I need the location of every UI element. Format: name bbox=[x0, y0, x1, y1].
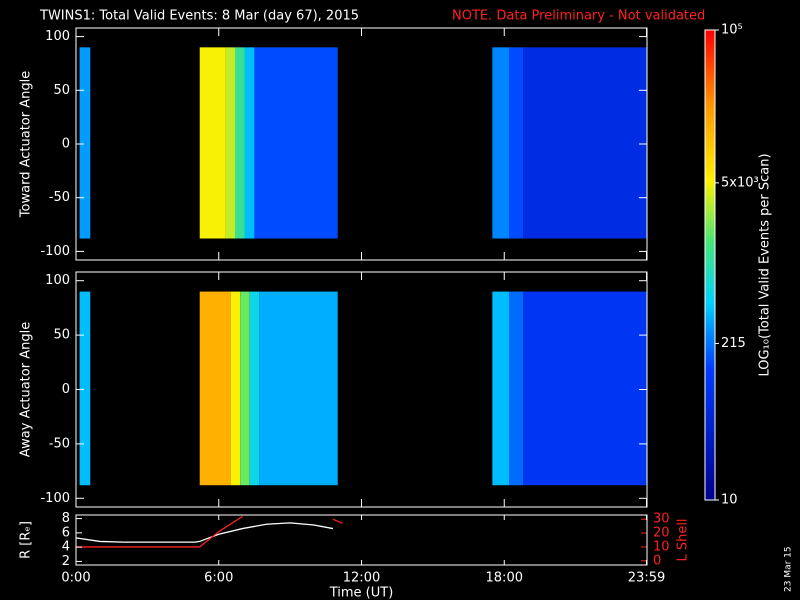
y-tick-label: 0 bbox=[62, 382, 70, 397]
spectrogram-strip bbox=[492, 47, 510, 239]
colorbar-tick-label: 10 bbox=[721, 493, 738, 508]
x-axis-title: Time (UT) bbox=[329, 586, 394, 600]
spectrogram-strip bbox=[492, 291, 510, 486]
spectrogram-strip bbox=[259, 291, 338, 486]
spectrogram-strip bbox=[199, 47, 226, 239]
chart-title: TWINS1: Total Valid Events: 8 Mar (day 6… bbox=[39, 9, 359, 24]
y-tick-label: -50 bbox=[49, 436, 70, 451]
spectrogram-strip bbox=[235, 47, 245, 239]
spectrogram-strip bbox=[79, 47, 91, 239]
x-tick-label: 12:00 bbox=[343, 571, 380, 586]
footer-date: 23 Mar 15 bbox=[784, 546, 794, 592]
y-tick-label: 6 bbox=[62, 525, 70, 540]
x-tick-label: 6:00 bbox=[204, 571, 233, 586]
spectrogram-strip bbox=[509, 47, 524, 239]
y-axis-title: Toward Actuator Angle bbox=[19, 71, 34, 218]
colorbar bbox=[704, 29, 716, 501]
y-tick-label: 8 bbox=[62, 511, 70, 526]
y2-tick-label: 20 bbox=[653, 526, 670, 541]
series-line bbox=[76, 515, 343, 548]
spectrogram-strip bbox=[240, 291, 250, 486]
note: NOTE. Data Preliminary - Not validated bbox=[452, 9, 705, 24]
spectrogram-strip bbox=[509, 291, 524, 486]
y-tick-label: -100 bbox=[40, 491, 70, 506]
spectrogram-strip bbox=[249, 291, 260, 486]
y-tick-label: 4 bbox=[62, 540, 70, 555]
spectrogram-strip bbox=[254, 47, 338, 239]
x-tick-label: 0:00 bbox=[61, 571, 90, 586]
spectrogram-strip bbox=[230, 291, 241, 486]
spectrogram-strip bbox=[244, 47, 255, 239]
y-tick-label: -100 bbox=[40, 244, 70, 259]
y2-tick-label: 0 bbox=[653, 553, 661, 568]
y-tick-label: 0 bbox=[62, 137, 70, 152]
orbit-lines bbox=[76, 515, 343, 548]
y-tick-label: 50 bbox=[53, 328, 70, 343]
spectrogram-strip bbox=[79, 291, 91, 486]
x-tick-label: 23:59 bbox=[628, 571, 665, 586]
spectrogram-strip bbox=[225, 47, 236, 239]
y-tick-label: 2 bbox=[62, 554, 70, 569]
colorbar-tick-label: 10⁵ bbox=[721, 23, 743, 38]
spectrogram-strip bbox=[523, 47, 647, 239]
series-line bbox=[76, 522, 334, 543]
colorbar-tick-label: 215 bbox=[721, 336, 746, 351]
y2-tick-label: 30 bbox=[653, 512, 670, 527]
y-tick-label: -50 bbox=[49, 190, 70, 205]
y2-axis-title: L Shell bbox=[676, 518, 691, 561]
y-tick-label: 100 bbox=[45, 273, 70, 288]
colorbar-title: LOG₁₀(Total Valid Events per Scan) bbox=[758, 153, 773, 376]
spectrogram-strip bbox=[199, 291, 231, 486]
y-tick-label: 50 bbox=[53, 83, 70, 98]
y-axis-title: R [Rₑ] bbox=[19, 521, 34, 559]
spectrogram-strip bbox=[523, 291, 647, 486]
colorbar-tick-label: 5x10³ bbox=[721, 175, 759, 190]
y-axis-title: Away Actuator Angle bbox=[19, 322, 34, 457]
x-tick-label: 18:00 bbox=[486, 571, 523, 586]
y2-tick-label: 10 bbox=[653, 539, 670, 554]
y-tick-label: 100 bbox=[45, 29, 70, 44]
